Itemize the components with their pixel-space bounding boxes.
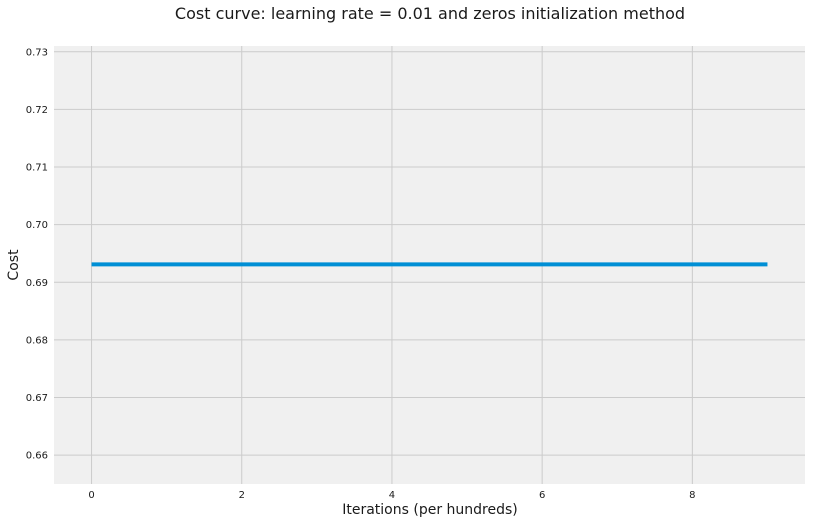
- y-tick-label: 0.67: [26, 393, 48, 404]
- x-axis-label: Iterations (per hundreds): [342, 502, 518, 518]
- y-tick-label: 0.68: [26, 335, 48, 346]
- x-tick-label: 2: [239, 490, 245, 501]
- x-tick-label: 0: [88, 490, 94, 501]
- y-axis-label: Cost: [6, 249, 22, 281]
- x-tick-label: 4: [389, 490, 395, 501]
- y-tick-label: 0.73: [26, 47, 48, 58]
- y-tick-label: 0.66: [26, 451, 48, 462]
- y-tick-label: 0.71: [26, 163, 48, 174]
- x-tick-labels: 0 2 4 6 8: [88, 490, 695, 501]
- y-tick-label: 0.70: [26, 220, 48, 231]
- x-tick-label: 6: [539, 490, 545, 501]
- y-tick-label: 0.69: [26, 278, 48, 289]
- x-tick-label: 8: [689, 490, 695, 501]
- chart-title: Cost curve: learning rate = 0.01 and zer…: [175, 4, 685, 23]
- y-tick-label: 0.72: [26, 105, 48, 116]
- y-tick-labels: 0.66 0.67 0.68 0.69 0.70 0.71 0.72 0.73: [26, 47, 48, 461]
